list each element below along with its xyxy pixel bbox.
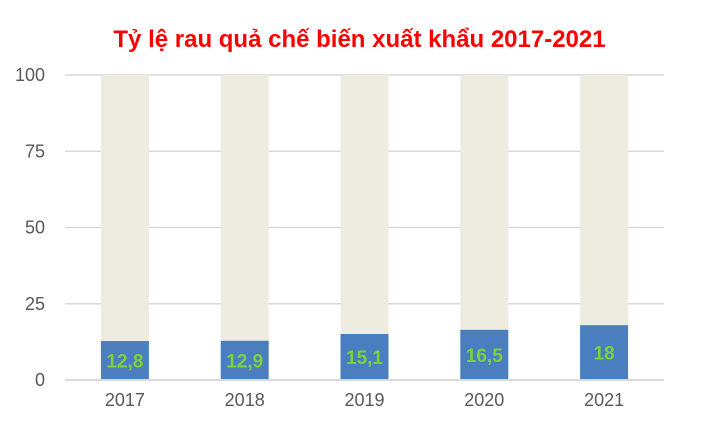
bar-value xyxy=(220,340,269,380)
data-label: 18 xyxy=(594,344,615,365)
bar-remainder xyxy=(220,75,269,341)
data-label: 12,8 xyxy=(106,351,143,372)
data-label: 16,5 xyxy=(466,346,503,367)
bar-value xyxy=(340,333,389,380)
bar-value xyxy=(580,325,629,380)
chart-title: Tỷ lệ rau quả chế biến xuất khẩu 2017-20… xyxy=(113,26,606,53)
x-tick-label: 2020 xyxy=(464,390,504,410)
bar-value xyxy=(100,340,149,380)
y-tick-label: 100 xyxy=(15,65,45,85)
x-tick-label: 2021 xyxy=(584,390,624,410)
bar-remainder xyxy=(460,75,509,330)
x-tick-label: 2018 xyxy=(225,390,265,410)
bar-remainder xyxy=(340,75,389,334)
data-label: 15,1 xyxy=(346,348,383,369)
y-tick-label: 0 xyxy=(35,370,45,390)
bar-value xyxy=(460,329,509,380)
bar-remainder xyxy=(580,75,629,326)
data-label: 12,9 xyxy=(226,351,263,372)
y-tick-label: 25 xyxy=(25,294,45,314)
x-tick-label: 2019 xyxy=(344,390,384,410)
y-tick-label: 50 xyxy=(25,218,45,238)
y-tick-label: 75 xyxy=(25,141,45,161)
bar-remainder xyxy=(100,75,149,341)
x-tick-label: 2017 xyxy=(105,390,145,410)
